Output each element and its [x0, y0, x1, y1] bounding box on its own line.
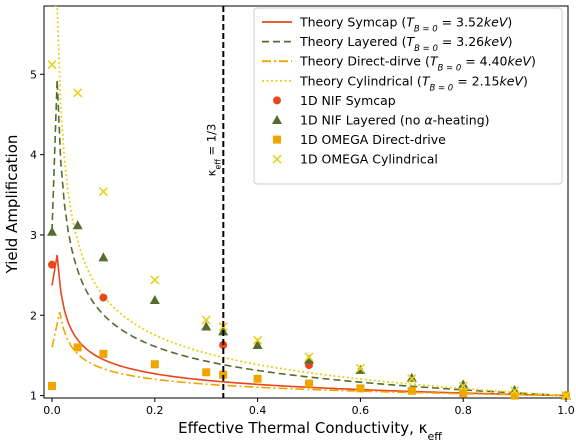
- data-point-triangle: [458, 379, 469, 389]
- data-point-square: [356, 384, 365, 393]
- data-point-triangle: [201, 321, 212, 331]
- legend-label: 1D OMEGA Cylindrical: [300, 152, 438, 167]
- data-point-square: [73, 343, 82, 352]
- theory-curve-1: [51, 79, 567, 397]
- data-point-circle: [48, 260, 56, 269]
- data-point-square: [99, 349, 108, 358]
- legend-label: 1D NIF Symcap: [300, 93, 396, 108]
- data-point-square: [407, 386, 416, 395]
- y-tick-label: 5: [30, 68, 37, 81]
- legend-label: Theory Cylindrical (TB = 0 = 2.15keV): [299, 73, 528, 93]
- data-point-triangle: [406, 372, 417, 382]
- y-tick-label: 3: [30, 229, 37, 242]
- data-point-triangle: [149, 295, 160, 304]
- data-point-x: [407, 374, 417, 384]
- x-axis-title-subscript: eff: [428, 430, 443, 440]
- legend-label: 1D NIF Layered (no α-heating): [300, 113, 490, 128]
- kappa-annotation: κeff = 1/3: [204, 124, 222, 177]
- data-point-triangle: [72, 220, 83, 230]
- legend-entries: Theory Symcap (TB = 0 = 3.52keV)Theory L…: [262, 15, 536, 167]
- data-point-triangle: [304, 354, 314, 364]
- y-tick-label: 2: [30, 309, 37, 322]
- data-point-square: [253, 374, 262, 383]
- data-point-square: [459, 389, 468, 398]
- data-point-square: [48, 381, 56, 390]
- data-point-x: [510, 386, 520, 396]
- y-tick-label: 1: [30, 390, 37, 403]
- kappa-value: = 1/3: [204, 124, 218, 159]
- data-markers: [47, 60, 571, 401]
- data-point-x: [73, 88, 83, 98]
- data-point-x: [253, 335, 263, 345]
- data-point-triangle: [98, 252, 109, 262]
- data-point-square: [510, 391, 519, 400]
- legend-marker-circle: [273, 96, 281, 105]
- data-point-x: [561, 391, 571, 401]
- data-point-x: [47, 60, 57, 70]
- legend-marker-x: [272, 154, 282, 164]
- x-tick-label: 0.0: [43, 404, 61, 417]
- legend-label: Theory Layered (TB = 0 = 3.26keV): [299, 34, 513, 54]
- x-tick-label: 0.8: [454, 404, 472, 417]
- x-axis-ticks: 0.0 0.2 0.4 0.6 0.8 1.0: [43, 398, 575, 417]
- data-point-x: [304, 352, 314, 362]
- legend-label: 1D OMEGA Direct-drive: [300, 132, 446, 147]
- legend-label: Theory Symcap (TB = 0 = 3.52keV): [299, 15, 512, 35]
- legend-label: Theory Direct-dirve (TB = 0 = 4.40keV): [299, 54, 536, 74]
- theory-curve-3: [54, 6, 567, 397]
- legend-marker-triangle: [272, 115, 282, 124]
- y-axis-title: Yield Amplification: [3, 135, 21, 275]
- legend: Theory Symcap (TB = 0 = 3.52keV)Theory L…: [253, 7, 563, 185]
- data-point-square: [219, 370, 228, 379]
- data-point-x: [98, 186, 108, 197]
- x-tick-label: 0.6: [352, 404, 370, 417]
- data-point-square: [305, 379, 313, 388]
- y-axis-ticks: 1 2 3 4 5: [30, 68, 44, 403]
- legend-box: [253, 7, 563, 185]
- x-tick-label: 0.2: [146, 404, 164, 417]
- data-point-square: [150, 360, 159, 369]
- x-tick-label: 1.0: [557, 404, 575, 417]
- legend-marker-square: [273, 135, 281, 144]
- data-point-x: [201, 315, 211, 325]
- data-point-square: [202, 368, 211, 377]
- data-point-triangle: [252, 339, 263, 349]
- x-tick-label: 0.4: [249, 404, 267, 417]
- data-point-x: [355, 363, 365, 373]
- data-point-x: [150, 275, 160, 285]
- kappa-symbol: κ: [204, 169, 218, 176]
- y-tick-label: 4: [30, 149, 37, 162]
- data-point-circle: [99, 293, 108, 302]
- kappa-subscript: eff: [213, 159, 222, 170]
- x-axis-title: Effective Thermal Conductivity, κeff: [178, 419, 442, 440]
- data-point-triangle: [47, 226, 57, 236]
- data-point-x: [458, 381, 468, 391]
- plot-frame: [43, 5, 569, 399]
